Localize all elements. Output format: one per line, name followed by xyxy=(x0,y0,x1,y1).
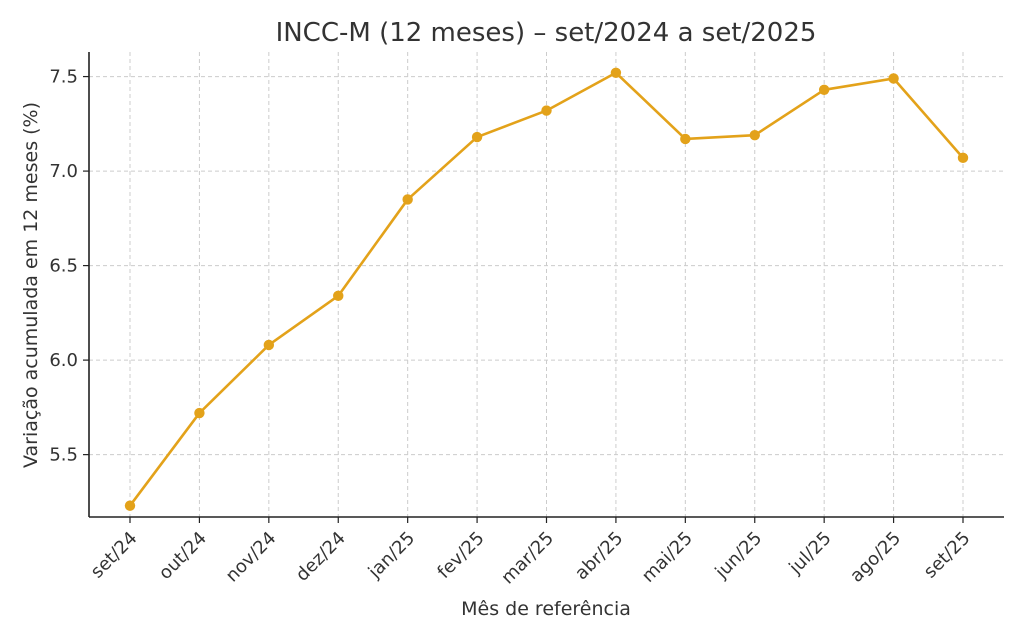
data-point xyxy=(610,67,622,78)
x-tick-label: mar/25 xyxy=(497,528,558,589)
y-tick-label: 7.0 xyxy=(49,161,78,182)
x-tick-label: fev/25 xyxy=(433,528,488,583)
data-point xyxy=(749,129,760,141)
data-point xyxy=(957,152,969,164)
ticks-layer: set/24 out/24 nov/24 dez/24 jan/25 fev/25 mar/… xyxy=(49,67,974,589)
x-tick-label: jul/25 xyxy=(785,528,836,579)
data-point xyxy=(194,407,205,419)
data-point xyxy=(402,194,413,205)
grid-layer xyxy=(89,52,1004,517)
data-point xyxy=(471,131,483,143)
y-axis-label: Variação acumulada em 12 meses (%) xyxy=(20,102,42,468)
data-point xyxy=(888,73,899,84)
x-tick-label: set/24 xyxy=(87,528,142,583)
x-axis-label: Mês de referência xyxy=(461,598,631,620)
data-point xyxy=(333,290,344,302)
x-tick-label: dez/24 xyxy=(292,528,350,586)
x-tick-label: ago/25 xyxy=(846,528,905,587)
data-point xyxy=(124,500,136,511)
y-tick-label: 6.5 xyxy=(49,256,78,277)
x-tick-label: abr/25 xyxy=(571,528,627,584)
x-tick-label: nov/24 xyxy=(222,528,281,587)
series-layer xyxy=(124,67,969,511)
x-tick-label: jun/25 xyxy=(711,528,767,584)
data-point xyxy=(263,339,275,351)
x-tick-label: out/24 xyxy=(155,528,211,584)
y-tick-label: 5.5 xyxy=(49,445,78,466)
data-point xyxy=(680,133,691,145)
y-tick-label: 7.5 xyxy=(49,67,78,88)
x-tick-label: mai/25 xyxy=(638,528,697,587)
y-tick-label: 6.0 xyxy=(49,350,78,371)
data-point xyxy=(541,105,552,116)
data-point xyxy=(818,84,830,96)
x-tick-label: jan/25 xyxy=(364,528,419,583)
chart-title: INCC-M (12 meses) – set/2024 a set/2025 xyxy=(276,18,817,48)
x-tick-label: set/25 xyxy=(920,528,975,583)
